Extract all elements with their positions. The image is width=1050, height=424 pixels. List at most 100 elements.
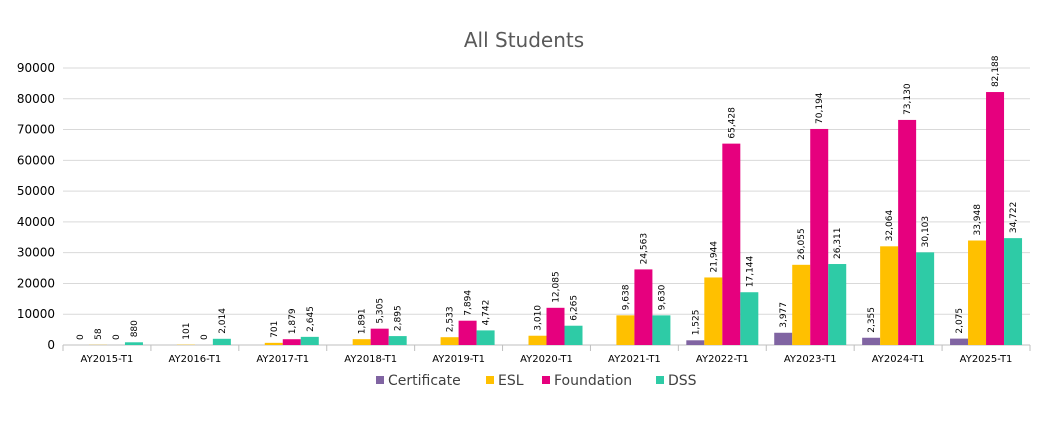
y-tick-label: 50000	[17, 184, 55, 198]
data-label: 32,064	[885, 210, 895, 242]
bar-foundation	[371, 329, 389, 345]
legend-label: Certificate	[388, 373, 461, 389]
x-tick-label: AY2021-T1	[608, 354, 661, 365]
x-tick-label: AY2017-T1	[256, 354, 309, 365]
bar-dss	[125, 342, 143, 345]
data-label: 3,977	[779, 302, 789, 328]
legend-item-certificate: Certificate	[376, 373, 461, 389]
data-label: 17,144	[745, 255, 755, 287]
bar-dss	[565, 326, 583, 345]
data-label: 34,722	[1009, 202, 1019, 233]
x-tick-label: AY2025-T1	[960, 354, 1013, 365]
bar-esl	[792, 265, 810, 345]
y-tick-label: 60000	[17, 153, 55, 167]
data-label: 1,879	[288, 308, 298, 334]
data-label: 26,311	[833, 228, 843, 260]
bar-esl	[529, 336, 547, 345]
bar-foundation	[459, 321, 477, 345]
data-label: 2,895	[394, 305, 404, 331]
data-label: 1,891	[358, 308, 368, 334]
data-label: 65,428	[727, 107, 737, 139]
x-tick-label: AY2016-T1	[168, 354, 221, 365]
legend: Certificate ESL Foundation DSS	[376, 373, 697, 389]
data-label: 5,305	[376, 298, 386, 324]
x-tick-label: AY2018-T1	[344, 354, 397, 365]
legend-item-esl: ESL	[486, 373, 524, 389]
legend-swatch	[376, 376, 384, 384]
y-axis: 0100002000030000400005000060000700008000…	[17, 61, 55, 352]
x-tick-label: AY2023-T1	[784, 354, 837, 365]
data-label: 12,085	[552, 271, 562, 303]
data-label: 33,948	[973, 204, 983, 236]
data-label: 2,014	[218, 308, 228, 334]
data-label: 0	[76, 334, 86, 340]
data-label: 2,645	[306, 306, 316, 332]
bar-dss	[477, 330, 495, 345]
legend-swatch	[542, 376, 550, 384]
data-label: 30,103	[921, 216, 931, 248]
data-label: 1,525	[691, 310, 701, 336]
y-tick-label: 90000	[17, 61, 55, 75]
bar-dss	[301, 337, 319, 345]
bar-esl	[880, 246, 898, 345]
y-tick-label: 0	[47, 338, 55, 352]
bar-foundation	[810, 129, 828, 345]
x-tick-label: AY2015-T1	[81, 354, 134, 365]
bar-dss	[652, 315, 670, 345]
data-label: 58	[94, 328, 104, 340]
legend-swatch	[656, 376, 664, 384]
data-label: 101	[182, 323, 192, 340]
bar-foundation	[283, 339, 301, 345]
bar-esl	[968, 241, 986, 345]
x-tick-label: AY2024-T1	[872, 354, 925, 365]
y-tick-label: 20000	[17, 276, 55, 290]
bar-dss	[389, 336, 407, 345]
data-label: 6,265	[570, 295, 580, 321]
data-label: 2,355	[867, 307, 877, 333]
data-label: 701	[270, 321, 280, 338]
data-label: 24,563	[639, 233, 649, 265]
x-tick-label: AY2019-T1	[432, 354, 485, 365]
bar-dss	[916, 252, 934, 345]
bar-certificate	[774, 333, 792, 345]
bar-esl	[704, 277, 722, 345]
bar-esl	[441, 337, 459, 345]
legend-item-foundation: Foundation	[542, 373, 632, 389]
bar-dss	[740, 292, 758, 345]
legend-label: ESL	[498, 373, 524, 389]
bar-certificate	[686, 340, 704, 345]
bar-dss	[1004, 238, 1022, 345]
bar-certificate	[862, 338, 880, 345]
bar-dss	[828, 264, 846, 345]
bar-foundation	[722, 144, 740, 345]
data-label: 70,194	[815, 92, 825, 124]
legend-swatch	[486, 376, 494, 384]
data-label: 9,638	[621, 284, 631, 310]
legend-label: Foundation	[554, 373, 632, 389]
bar-foundation	[547, 308, 565, 345]
data-label: 2,075	[955, 308, 965, 334]
data-label: 73,130	[903, 83, 913, 115]
y-tick-label: 30000	[17, 246, 55, 260]
bar-esl	[265, 343, 283, 345]
data-label: 0	[112, 334, 122, 340]
data-label: 4,742	[482, 300, 492, 326]
data-label: 9,630	[657, 284, 667, 310]
bar-foundation	[634, 269, 652, 345]
bar-foundation	[898, 120, 916, 345]
bar-esl	[616, 315, 634, 345]
bar-esl	[353, 339, 371, 345]
legend-item-dss: DSS	[656, 373, 697, 389]
bar-certificate	[950, 339, 968, 345]
data-label: 26,055	[797, 228, 807, 260]
data-label: 82,188	[991, 55, 1001, 87]
y-tick-label: 70000	[17, 123, 55, 137]
y-tick-label: 80000	[17, 92, 55, 106]
x-tick-label: AY2022-T1	[696, 354, 749, 365]
x-axis: AY2015-T1 AY2016-T1 AY2017-T1 AY2018-T1 AY20…	[63, 345, 1030, 365]
data-label: 3,010	[534, 305, 544, 331]
y-tick-label: 40000	[17, 215, 55, 229]
bar-dss	[213, 339, 231, 345]
